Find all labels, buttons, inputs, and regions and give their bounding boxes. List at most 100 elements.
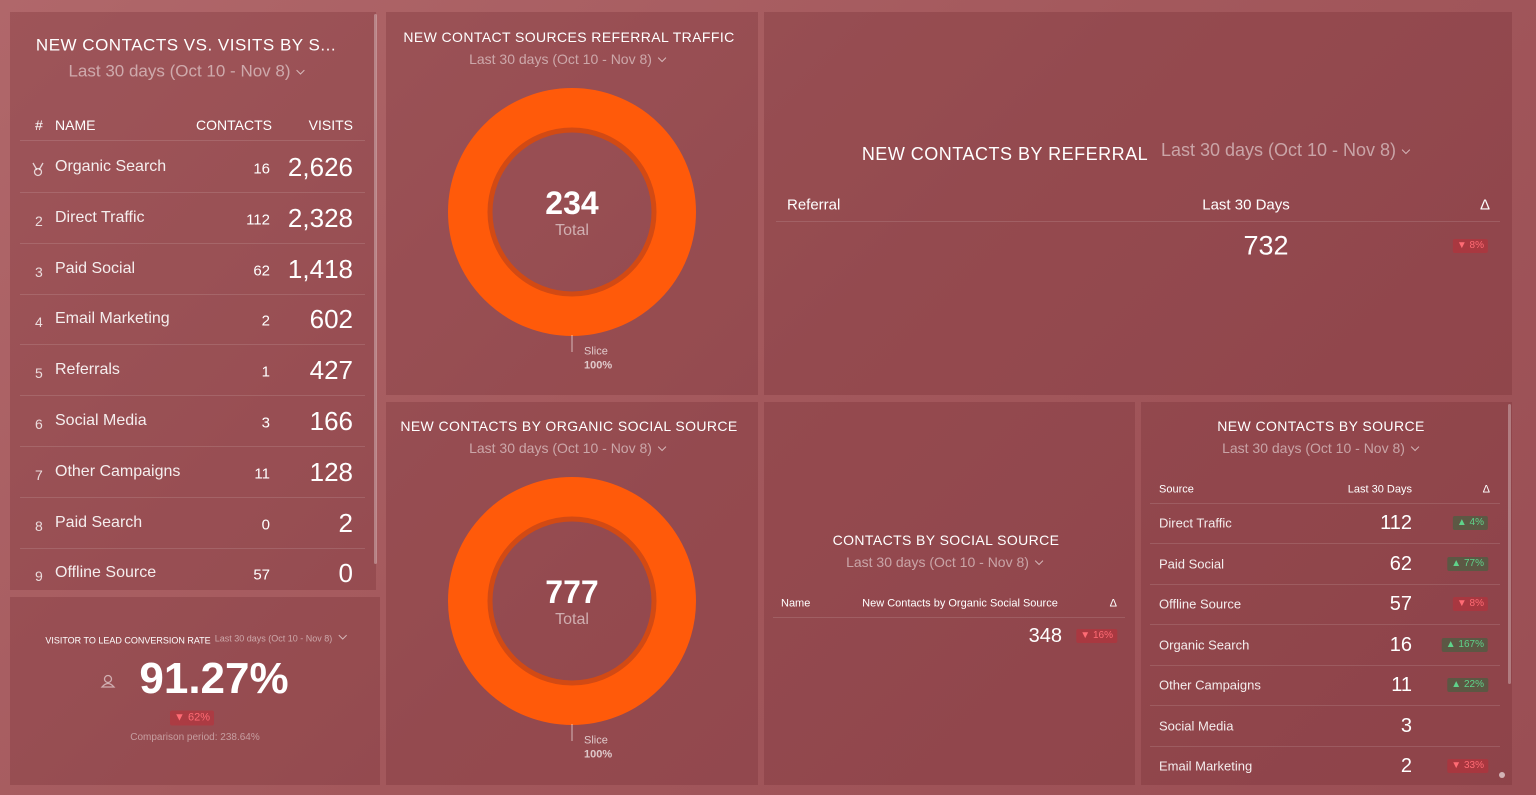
source-name: Paid Social: [1159, 556, 1225, 571]
contacts: 16: [253, 160, 270, 178]
row-divider: [1150, 543, 1500, 544]
metric-value: 732: [1243, 230, 1289, 261]
source-name: Social Media: [1159, 718, 1234, 733]
source-name: Organic Search: [55, 158, 167, 175]
metric-value: 16: [1389, 633, 1412, 656]
column-header: VISITS: [308, 117, 353, 133]
visits: 1,418: [287, 253, 353, 284]
visits: 602: [309, 304, 353, 335]
source-name: Organic Search: [1159, 637, 1250, 652]
rank: 6: [35, 416, 43, 432]
source-name: Email Marketing: [55, 310, 170, 328]
change-badge: ▲ 4%: [1452, 516, 1488, 530]
date-range[interactable]: Last 30 days (Oct 10 - Nov 8): [215, 634, 346, 644]
row-divider: [20, 192, 365, 193]
donut-total-label: Total: [555, 611, 589, 628]
metric-value: 3: [1400, 714, 1412, 737]
column-header: CONTACTS: [196, 117, 272, 133]
panel: [764, 402, 1135, 785]
rank: 2: [35, 212, 43, 229]
row-divider: [1150, 624, 1500, 625]
source-name: Paid Social: [55, 259, 136, 277]
contacts: 112: [246, 211, 270, 229]
panel: [10, 597, 380, 785]
column-header: Last 30 Days: [1202, 196, 1290, 214]
row-divider: [776, 221, 1500, 222]
column-header: Name: [781, 597, 811, 610]
widget-title: NEW CONTACTS VS. VISITS BY S...: [35, 35, 337, 55]
source-name: Paid Search: [55, 513, 143, 531]
row-divider: [20, 496, 365, 498]
contacts: 2: [261, 312, 270, 330]
change-badge: ▲ 22%: [1447, 678, 1488, 692]
comparison: Comparison period: 238.64%: [130, 732, 260, 743]
metric-value: 57: [1389, 593, 1412, 615]
rank: 5: [35, 365, 43, 382]
change-badge: ▲ 77%: [1447, 556, 1488, 571]
contacts: 0: [261, 516, 270, 534]
source-name: Email Marketing: [1159, 758, 1253, 774]
row-divider: [20, 344, 365, 346]
metric-value: 112: [1380, 512, 1412, 534]
source-name: Other Campaigns: [1159, 677, 1261, 693]
column-header: New Contacts by Organic Social Source: [862, 597, 1058, 610]
visits: 2,626: [287, 152, 353, 182]
source-name: Offline Source: [1159, 596, 1242, 612]
kpi-value: 91.27%: [139, 654, 289, 703]
slice-label: Slice: [584, 734, 608, 747]
visits: 0: [338, 558, 353, 589]
panel: [764, 12, 1512, 395]
row-divider: [1150, 745, 1500, 747]
slice-share: 100%: [584, 748, 613, 761]
visits: 427: [309, 355, 353, 386]
date-range[interactable]: Last 30 days (Oct 10 - Nov 8): [469, 441, 665, 455]
column-header: #: [35, 117, 43, 133]
column-header: Source: [1159, 483, 1194, 496]
source-name: Direct Traffic: [1159, 515, 1232, 531]
donut-total: 777: [545, 574, 599, 610]
date-range[interactable]: Last 30 days (Oct 10 - Nov 8): [68, 63, 303, 80]
row-divider: [1150, 664, 1500, 666]
panel: [1141, 402, 1512, 785]
row-divider: [20, 242, 365, 244]
date-range[interactable]: Last 30 days (Oct 10 - Nov 8): [1161, 141, 1409, 159]
column-header: Δ: [1109, 597, 1117, 610]
source-name: Offline Source: [55, 564, 157, 582]
row-divider: [1150, 705, 1500, 706]
row-divider: [20, 293, 365, 295]
row-divider: [1150, 583, 1500, 585]
date-range[interactable]: Last 30 days (Oct 10 - Nov 8): [846, 555, 1042, 569]
source-name: Direct Traffic: [55, 208, 145, 226]
change-badge: ▼ 8%: [1452, 239, 1488, 253]
contacts: 57: [253, 566, 270, 584]
row-divider: [1150, 503, 1500, 504]
panel: [10, 12, 376, 590]
date-range[interactable]: Last 30 days (Oct 10 - Nov 8): [469, 52, 665, 66]
slice-label: Slice: [584, 345, 608, 358]
contacts: 62: [253, 262, 270, 280]
scrollbar[interactable]: [1508, 404, 1511, 684]
scrollbar[interactable]: [374, 14, 377, 564]
date-range[interactable]: Last 30 days (Oct 10 - Nov 8): [1222, 441, 1418, 455]
column-header: NAME: [55, 117, 96, 133]
contacts: 1: [261, 363, 270, 381]
source-name: Referrals: [55, 361, 120, 379]
row-divider: [20, 547, 365, 549]
rank: 8: [35, 517, 43, 534]
rank: 3: [35, 263, 43, 280]
metric-value: 348: [1028, 625, 1062, 647]
row-divider: [773, 617, 1125, 618]
rank: 7: [35, 466, 43, 483]
source-name: Social Media: [55, 412, 147, 429]
column-header: Last 30 Days: [1347, 483, 1412, 496]
visits: 166: [309, 406, 353, 436]
contacts: 3: [261, 414, 270, 432]
visits: 2,328: [287, 202, 353, 233]
column-header: Δ: [1482, 483, 1490, 496]
change-badge: ▼ 33%: [1447, 759, 1488, 773]
visits: 128: [309, 456, 353, 487]
rank: 4: [35, 314, 43, 331]
widget-title: VISITOR TO LEAD CONVERSION RATE: [45, 635, 211, 646]
